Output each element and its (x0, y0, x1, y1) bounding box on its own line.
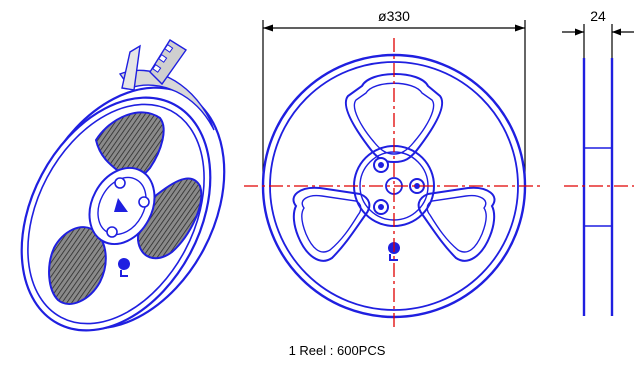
front-window-top (345, 73, 443, 164)
iso-tape-leader (149, 39, 187, 86)
front-windows (292, 73, 496, 262)
iso-front-flange-rim (27, 103, 205, 325)
width-dimension (562, 24, 634, 58)
iso-hub-hole-1 (114, 177, 126, 189)
reel-quantity-text: 1 Reel : 600PCS (288, 343, 386, 358)
iso-recycle-icon (118, 258, 130, 270)
width-label: 24 (590, 8, 606, 24)
front-window-left (292, 186, 371, 262)
front-hub-holes (373, 157, 425, 215)
front-window-right-inner (426, 194, 487, 253)
front-window-right (417, 186, 496, 262)
front-hub-hole-dots (378, 162, 420, 210)
front-centerlines (244, 38, 544, 330)
front-view: ø330 (244, 8, 544, 330)
side-view: 24 (562, 8, 634, 316)
iso-hub-hole-2 (138, 196, 150, 208)
iso-tape-pockets (152, 43, 174, 73)
reel-quantity-caption: 1 Reel : 600PCS (0, 343, 644, 358)
iso-tape-strip (121, 44, 141, 91)
diameter-label: ø330 (378, 8, 410, 24)
iso-window-left (48, 226, 107, 305)
side-hub (584, 147, 612, 227)
iso-window-top (94, 111, 165, 180)
front-window-left-inner (301, 194, 362, 253)
iso-triangle-arrow-icon (114, 198, 128, 212)
side-flanges (582, 58, 614, 316)
isometric-reel-view (20, 39, 226, 332)
front-window-top-inner (353, 82, 435, 155)
iso-hub-hole-3 (106, 226, 118, 238)
diameter-dimension (262, 20, 526, 186)
